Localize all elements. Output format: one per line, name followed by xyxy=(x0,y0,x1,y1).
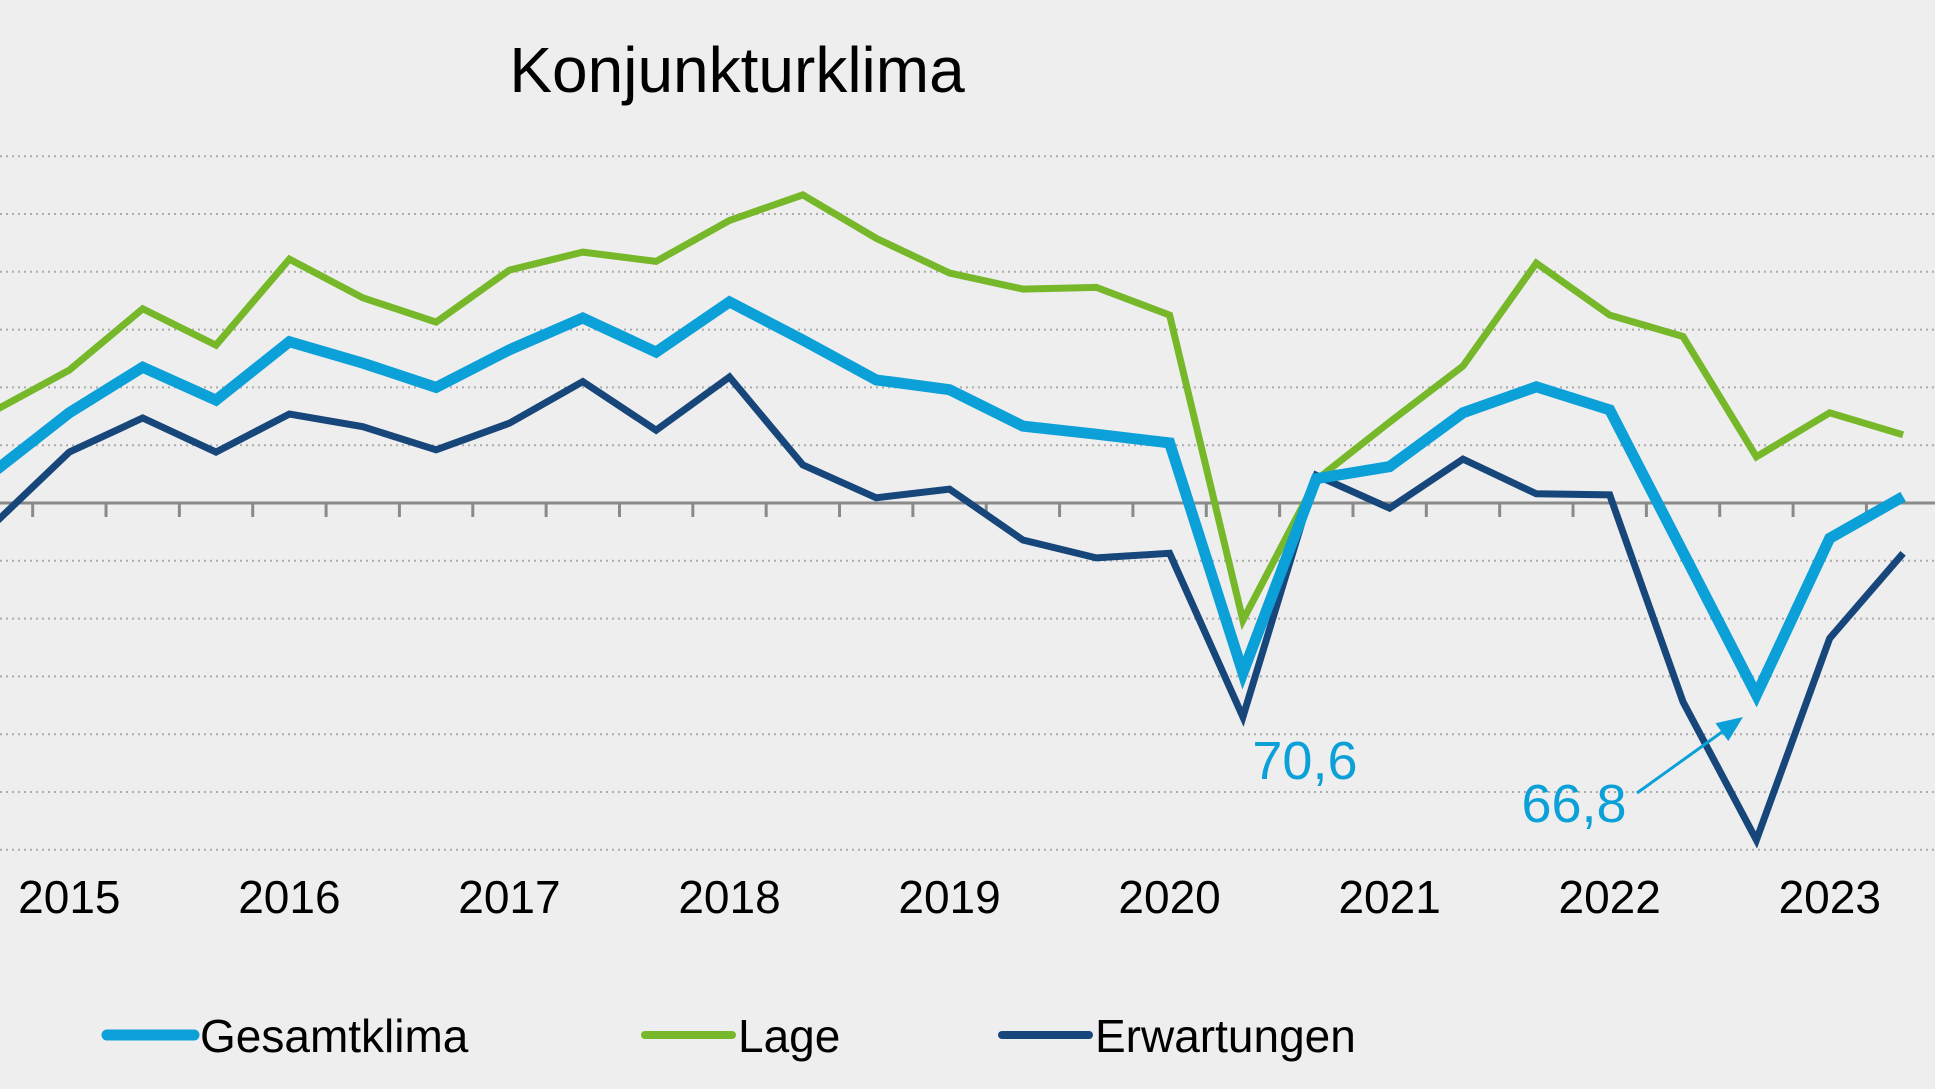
series-line-erwartungen xyxy=(0,372,1906,849)
series-line-lage xyxy=(0,191,1905,631)
legend-label-gesamtklima: Gesamtklima xyxy=(200,1010,469,1062)
legend: Gesamtklima Lage Erwartungen xyxy=(101,1010,1356,1062)
x-tick-label-2023: 2023 xyxy=(1779,871,1881,923)
x-tick-label-2015: 2015 xyxy=(18,871,120,923)
annotation-arrow-line xyxy=(1636,725,1730,795)
chart-title: Konjunkturklima xyxy=(509,34,965,106)
x-tick-label-2017: 2017 xyxy=(458,871,560,923)
x-tick-label-2019: 2019 xyxy=(898,871,1000,923)
annotations: 70,6 66,8 xyxy=(1252,717,1743,834)
annotation-arrow-head-icon xyxy=(1715,717,1743,742)
series-line-gesamtklima xyxy=(0,295,1906,708)
x-tick-label-2021: 2021 xyxy=(1338,871,1440,923)
x-tick-label-2018: 2018 xyxy=(678,871,780,923)
legend-label-erwartungen: Erwartungen xyxy=(1095,1010,1356,1062)
x-tick-label-2020: 2020 xyxy=(1118,871,1220,923)
legend-item-lage: Lage xyxy=(641,1010,840,1062)
legend-item-erwartungen: Erwartungen xyxy=(998,1010,1356,1062)
annotation-label: 70,6 xyxy=(1252,731,1357,791)
x-tick-label-2016: 2016 xyxy=(238,871,340,923)
x-tick-label-2022: 2022 xyxy=(1559,871,1661,923)
gridlines xyxy=(0,155,1935,851)
series-lines xyxy=(0,191,1906,849)
legend-label-lage: Lage xyxy=(738,1010,840,1062)
legend-item-gesamtklima: Gesamtklima xyxy=(101,1010,469,1062)
annotation-label: 66,8 xyxy=(1521,774,1626,834)
x-tick-labels: 2015 2016 2017 2018 2019 2020 2021 2022 2023 xyxy=(18,871,1881,923)
